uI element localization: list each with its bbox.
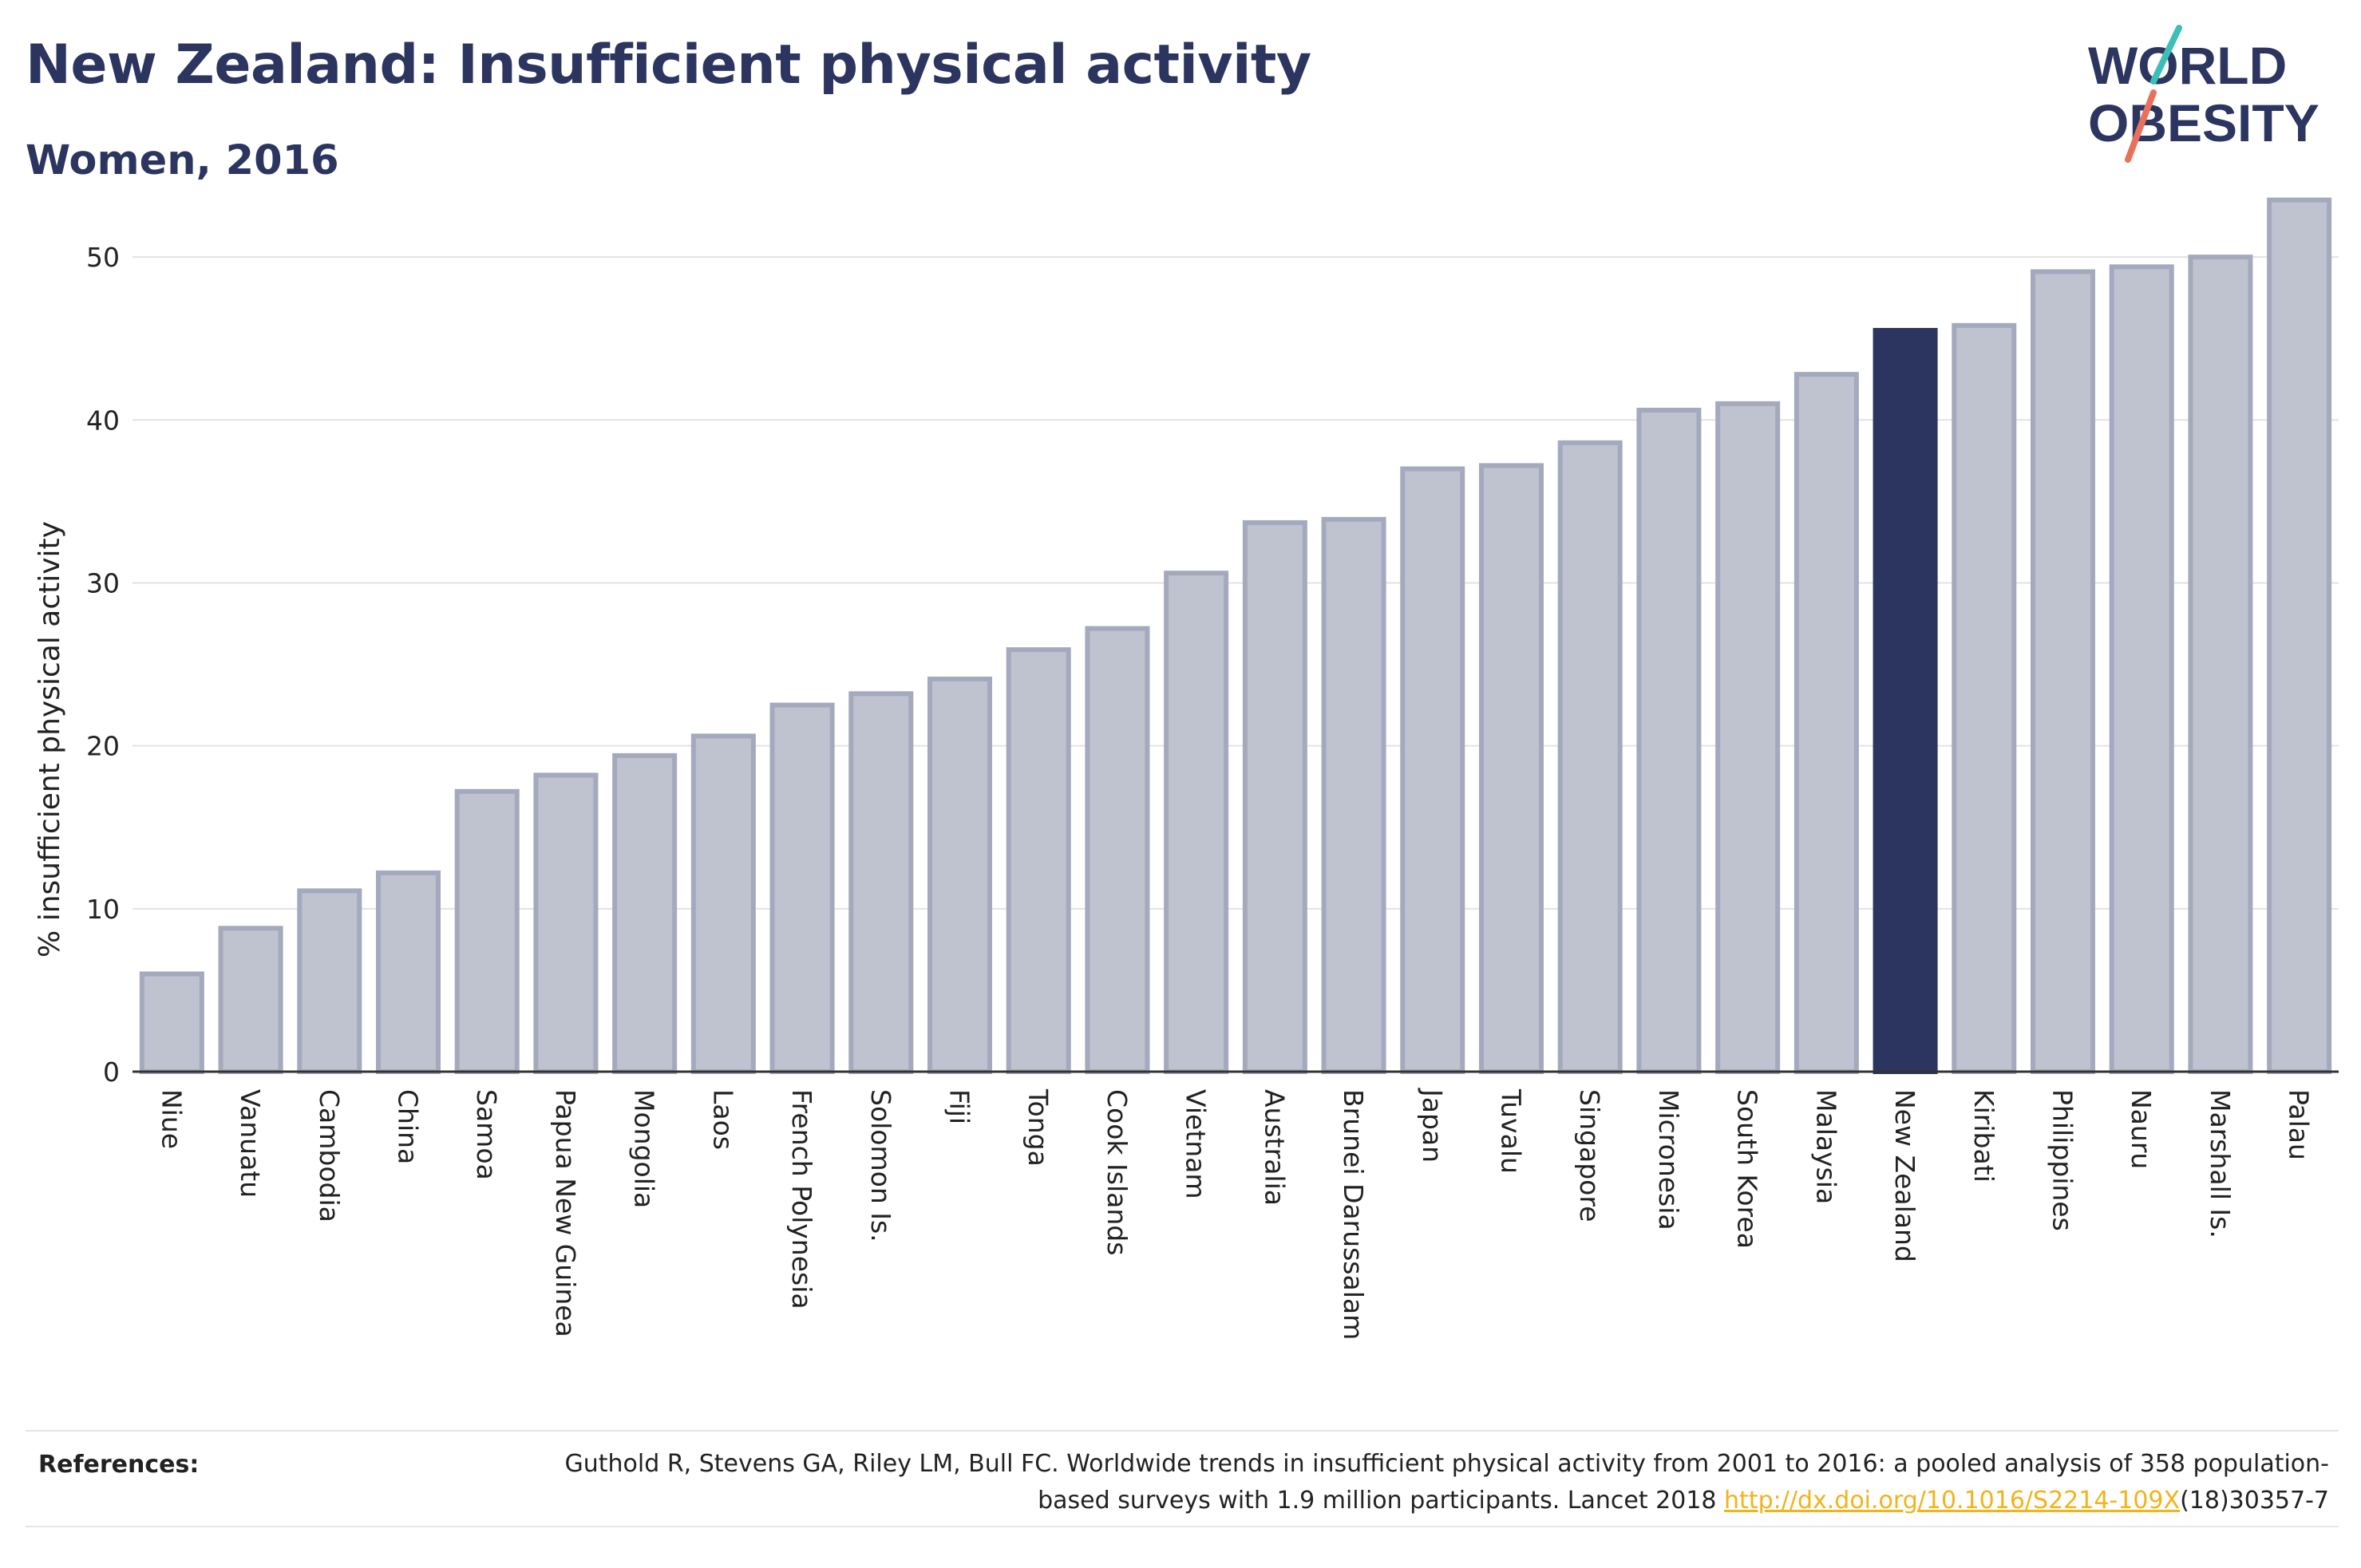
x-tick-label: China bbox=[393, 1089, 424, 1164]
bar-south-korea bbox=[1715, 401, 1781, 1074]
x-tick-label: Solomon Is. bbox=[865, 1089, 896, 1242]
y-tick-label: 0 bbox=[103, 1057, 120, 1088]
logo-slash-bottom bbox=[2125, 89, 2157, 163]
world-obesity-logo: WORLD OBESITY bbox=[2088, 25, 2319, 163]
x-tick-label: Singapore bbox=[1574, 1089, 1605, 1222]
x-tick-label: Micronesia bbox=[1653, 1089, 1684, 1230]
y-tick-label: 40 bbox=[86, 405, 120, 436]
x-tick-label: Brunei Darussalam bbox=[1338, 1089, 1369, 1340]
page-subtitle: Women, 2016 bbox=[26, 137, 339, 184]
x-tick-label: Nauru bbox=[2126, 1089, 2157, 1169]
x-tick-label: Papua New Guinea bbox=[550, 1089, 581, 1337]
bar-micronesia bbox=[1636, 408, 1702, 1074]
logo-line2: OBESITY bbox=[2088, 93, 2319, 152]
references-label: References: bbox=[38, 1451, 200, 1479]
y-tick-label: 50 bbox=[86, 242, 120, 273]
x-tick-label: French Polynesia bbox=[786, 1089, 817, 1309]
y-tick-label: 30 bbox=[86, 567, 120, 598]
logo-line1: WORLD bbox=[2088, 36, 2287, 95]
bar-vanuatu bbox=[218, 926, 283, 1074]
bar-china bbox=[375, 870, 441, 1075]
bar-australia bbox=[1242, 519, 1307, 1074]
x-tick-label: Cambodia bbox=[314, 1089, 345, 1222]
bar-chart: 0 10 20 30 40 50 % insufficient physical activ… bbox=[34, 197, 2339, 1340]
bar-laos bbox=[690, 733, 756, 1074]
x-tick-label: Australia bbox=[1259, 1089, 1290, 1206]
bar-cook-islands bbox=[1085, 626, 1150, 1074]
bar-papua-new-guinea bbox=[533, 772, 599, 1074]
logo-slash-top bbox=[2150, 25, 2182, 85]
x-tick-label: Mongolia bbox=[629, 1089, 660, 1208]
bar-singapore bbox=[1557, 440, 1623, 1074]
references-link[interactable]: http://dx.doi.org/10.1016/S2214-109X bbox=[1724, 1487, 2181, 1515]
x-tick-label: Palau bbox=[2284, 1089, 2315, 1160]
x-tick-label: Cook Islands bbox=[1101, 1089, 1133, 1255]
x-tick-label: Japan bbox=[1417, 1088, 1448, 1163]
bar-niue bbox=[139, 971, 204, 1075]
bar-marshall-is bbox=[2188, 255, 2253, 1075]
x-tick-label: Malaysia bbox=[1810, 1089, 1841, 1204]
bar-palau bbox=[2267, 197, 2332, 1074]
y-tick-label: 20 bbox=[86, 731, 120, 762]
page-title: New Zealand: Insufficient physical activ… bbox=[26, 34, 1311, 97]
references-citation-end: (18)30357-7 bbox=[2180, 1487, 2329, 1515]
x-tick-label: Marshall Is. bbox=[2205, 1089, 2236, 1238]
bar-vietnam bbox=[1164, 571, 1229, 1074]
bar-cambodia bbox=[297, 888, 362, 1074]
x-tick-label: Samoa bbox=[471, 1089, 502, 1180]
bar-brunei-darussalam bbox=[1321, 516, 1386, 1074]
references-bottom-rule bbox=[26, 1526, 2339, 1527]
bar-tonga bbox=[1006, 647, 1071, 1074]
bar-french-polynesia bbox=[769, 702, 835, 1074]
x-tick-label: Tonga bbox=[1022, 1088, 1054, 1167]
x-tick-label: Niue bbox=[156, 1089, 187, 1149]
bar-malaysia bbox=[1793, 372, 1859, 1074]
bar-kiribati bbox=[1952, 322, 2017, 1074]
y-axis-title: % insufficient physical activity bbox=[34, 521, 66, 958]
references-text: Guthold R, Stevens GA, Riley LM, Bull FC… bbox=[493, 1446, 2329, 1519]
bar-tuvalu bbox=[1478, 463, 1544, 1074]
x-tick-label: Philippines bbox=[2047, 1089, 2078, 1231]
bar-fiji bbox=[927, 676, 993, 1074]
bar-philippines bbox=[2030, 269, 2096, 1074]
references-top-rule bbox=[26, 1430, 2339, 1432]
x-tick-label: Laos bbox=[707, 1089, 738, 1150]
x-tick-label: Kiribati bbox=[1968, 1089, 1999, 1183]
references-citation: Guthold R, Stevens GA, Riley LM, Bull FC… bbox=[564, 1450, 2329, 1515]
x-tick-label: Vietnam bbox=[1180, 1089, 1212, 1199]
bar-solomon-is bbox=[848, 691, 914, 1074]
x-tick-label: South Korea bbox=[1732, 1089, 1763, 1249]
x-tick-label: Vanuatu bbox=[235, 1089, 266, 1198]
x-tick-label: New Zealand bbox=[1889, 1089, 1920, 1262]
y-tick-label: 10 bbox=[86, 894, 120, 925]
x-tick-label: Tuvalu bbox=[1496, 1088, 1527, 1174]
bar-mongolia bbox=[612, 752, 678, 1074]
bar-japan bbox=[1400, 466, 1465, 1074]
x-tick-label: Fiji bbox=[944, 1089, 975, 1124]
bar-nauru bbox=[2109, 264, 2174, 1075]
bar-new-zealand bbox=[1873, 327, 1938, 1074]
bar-samoa bbox=[454, 788, 520, 1074]
